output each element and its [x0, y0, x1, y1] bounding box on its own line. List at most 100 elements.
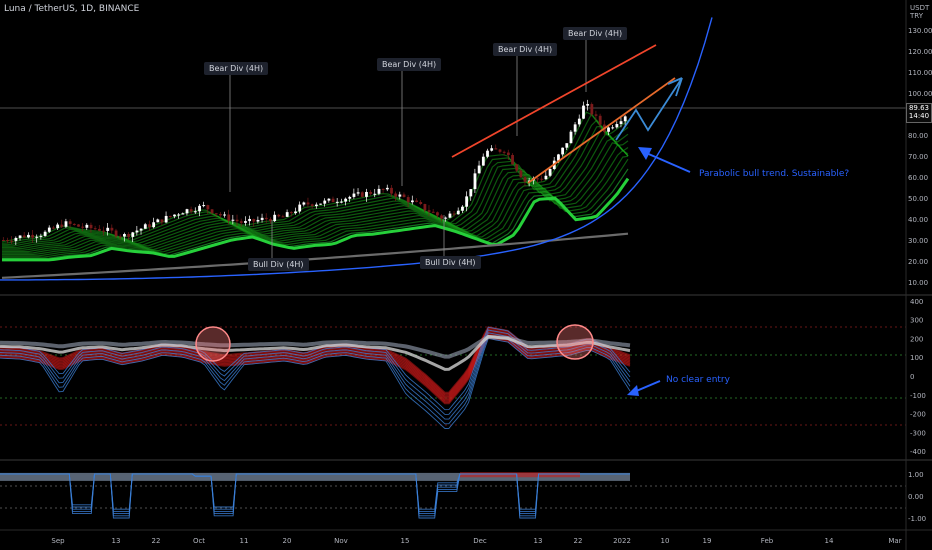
- osc1-axis-tick: -300: [910, 429, 926, 437]
- osc1-red-line: [0, 327, 631, 396]
- entry-annotation-text[interactable]: No clear entry: [666, 375, 730, 385]
- candle-body: [561, 147, 565, 155]
- candle-body: [219, 214, 222, 216]
- time-axis-tick: 22: [574, 537, 583, 545]
- price-axis-tick: 110.00: [908, 69, 932, 77]
- time-axis-tick: 19: [703, 537, 712, 545]
- candle-body: [319, 203, 322, 205]
- oscillator-pane-1: [0, 326, 631, 429]
- candle-body: [536, 178, 539, 180]
- ribbon-line: [2, 177, 630, 262]
- time-axis-tick: 20: [283, 537, 292, 545]
- candle-body: [377, 188, 381, 194]
- candle-body: [223, 214, 226, 216]
- price-axis-tick: 30.00: [908, 237, 928, 245]
- divergence-label[interactable]: Bull Div (4H): [248, 258, 309, 271]
- candle-body: [285, 212, 289, 217]
- candle-body: [481, 156, 485, 166]
- osc1-blue-line: [0, 329, 631, 415]
- bar-countdown: 14:40: [908, 112, 930, 120]
- candle-body: [47, 227, 51, 232]
- osc1-blue-line: [0, 335, 631, 425]
- candle-body: [27, 234, 30, 238]
- price-axis-tick: 130.00: [908, 27, 932, 35]
- ribbon-line: [2, 168, 629, 260]
- candle-body: [289, 212, 293, 214]
- candle-body: [465, 196, 469, 207]
- trend-annotation-text[interactable]: Parabolic bull trend. Sustainable?: [699, 169, 850, 179]
- candle-body: [173, 214, 176, 217]
- price-axis-tick: 50.00: [908, 195, 928, 203]
- divergence-label[interactable]: Bull Div (4H): [420, 256, 481, 269]
- candle-body: [448, 213, 452, 218]
- candle-body: [502, 151, 506, 153]
- candle-body: [273, 214, 277, 222]
- candle-body: [440, 215, 443, 219]
- time-axis-tick: Mar: [888, 537, 901, 545]
- candle-body: [607, 127, 610, 132]
- candle-body: [89, 224, 93, 229]
- entry-annotation-arrow[interactable]: [633, 380, 661, 393]
- candle-body: [193, 211, 197, 213]
- candle-body: [456, 210, 460, 215]
- candle-body: [577, 118, 581, 125]
- candle-body: [118, 236, 122, 238]
- candle-body: [352, 193, 356, 197]
- resistance-trendline[interactable]: [451, 44, 657, 158]
- candle-body: [590, 104, 594, 115]
- candle-body: [598, 115, 602, 125]
- candle-body: [594, 114, 598, 116]
- time-axis-tick: 15: [401, 537, 410, 545]
- osc1-red-line: [0, 336, 631, 405]
- candle-body: [335, 201, 339, 203]
- trend-annotation-arrow[interactable]: [643, 151, 691, 173]
- candle-body: [431, 211, 435, 213]
- currency-code: USDT: [910, 4, 930, 12]
- divergence-label[interactable]: Bear Div (4H): [493, 43, 558, 56]
- candle-body: [6, 240, 9, 242]
- divergence-highlight-circle-1[interactable]: [195, 326, 231, 362]
- osc1-red-line: [0, 329, 631, 397]
- candle-body: [348, 196, 352, 199]
- candle-body: [252, 218, 256, 222]
- candle-body: [423, 204, 427, 211]
- candle-body: [394, 193, 398, 197]
- candle-body: [152, 222, 156, 228]
- osc1-red-line: [0, 335, 631, 403]
- osc2-band: [0, 472, 630, 481]
- candle-body: [127, 234, 130, 237]
- price-axis-tick: 10.00: [908, 279, 928, 287]
- price-axis-tick: 20.00: [908, 258, 928, 266]
- candle-body: [56, 224, 60, 229]
- candle-body: [298, 204, 302, 212]
- candle-body: [494, 148, 498, 150]
- price-axis-tick: 80.00: [908, 132, 928, 140]
- candle-body: [139, 228, 143, 231]
- candle-body: [235, 219, 239, 222]
- time-axis-tick: 13: [534, 537, 543, 545]
- currency-label[interactable]: USDT TRY: [910, 4, 930, 20]
- candle-body: [93, 228, 97, 230]
- symbol-title[interactable]: Luna / TetherUS, 1D, BINANCE: [4, 4, 140, 14]
- projection-zigzag[interactable]: [615, 77, 683, 141]
- divergence-label[interactable]: Bear Div (4H): [204, 62, 269, 75]
- price-axis-tick: 120.00: [908, 48, 932, 56]
- candle-body: [114, 230, 118, 237]
- ribbon-line: [2, 127, 629, 248]
- divergence-label[interactable]: Bear Div (4H): [377, 58, 442, 71]
- divergence-highlight-circle-2[interactable]: [556, 324, 594, 360]
- support-trendline[interactable]: [527, 77, 676, 184]
- candle-body: [340, 201, 343, 203]
- candle-body: [18, 235, 22, 238]
- candle-body: [81, 226, 85, 228]
- ribbon-line: [2, 158, 629, 258]
- candle-body: [302, 202, 306, 205]
- candle-body: [202, 205, 206, 207]
- candle-body: [60, 224, 64, 227]
- candle-body: [77, 224, 80, 227]
- price-axis-tick: 70.00: [908, 153, 928, 161]
- candle-body: [2, 240, 5, 241]
- candle-body: [611, 127, 615, 129]
- divergence-label[interactable]: Bear Div (4H): [563, 27, 628, 40]
